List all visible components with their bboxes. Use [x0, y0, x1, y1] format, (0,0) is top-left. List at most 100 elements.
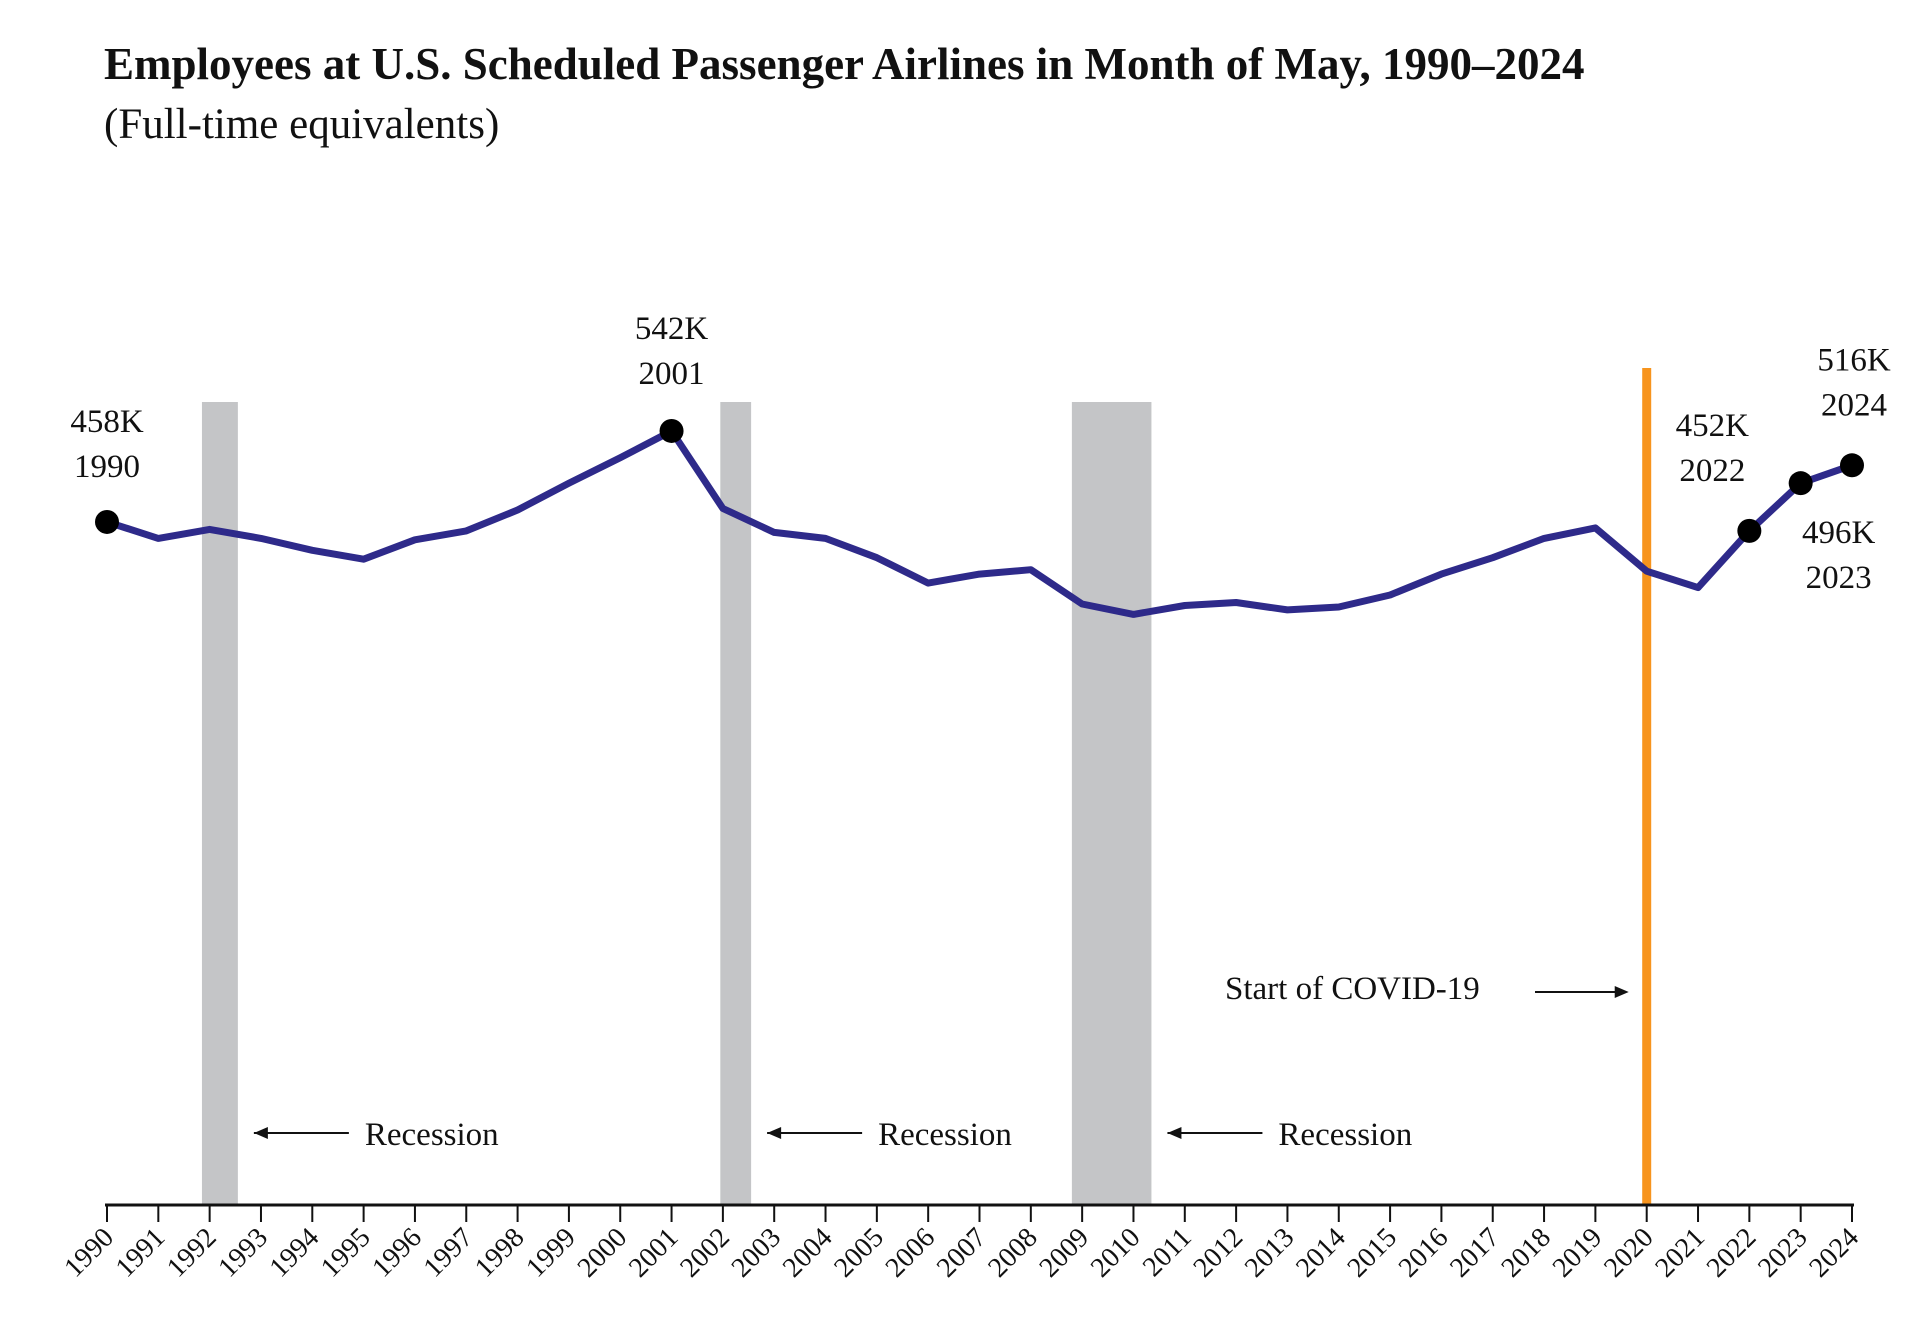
- data-point: [617, 454, 624, 461]
- x-tick-label: 2010: [1085, 1222, 1147, 1284]
- data-point: [411, 536, 418, 543]
- x-tick-label: 2022: [1701, 1222, 1763, 1284]
- data-point: [1438, 571, 1445, 578]
- data-point: [1335, 603, 1342, 610]
- point-value-label: 542K: [635, 311, 709, 347]
- data-point: [1592, 524, 1599, 531]
- recession-arrowhead: [253, 1127, 268, 1139]
- x-tick-label: 2001: [623, 1222, 685, 1284]
- data-point: [463, 527, 470, 534]
- x-tick-label: 2005: [828, 1222, 890, 1284]
- x-tick-label: 1998: [469, 1222, 531, 1284]
- data-point: [1027, 566, 1034, 573]
- highlight-point: [1840, 453, 1864, 478]
- x-tick-label: 2024: [1803, 1222, 1865, 1284]
- data-point: [1284, 606, 1291, 613]
- covid-label: Start of COVID-19: [1225, 971, 1480, 1007]
- highlight-point: [659, 418, 684, 443]
- x-tick-label: 2017: [1444, 1222, 1506, 1284]
- x-tick-label: 2020: [1598, 1222, 1660, 1284]
- data-point: [1387, 592, 1394, 599]
- data-point: [1541, 535, 1548, 542]
- x-tick-label: 1996: [366, 1222, 428, 1284]
- point-year-label: 2022: [1679, 453, 1745, 489]
- point-year-label: 2024: [1821, 387, 1887, 423]
- point-year-label: 2023: [1806, 560, 1872, 596]
- annotations: Recession Recession Recession Start of COVI…: [70, 311, 1891, 1153]
- chart-subtitle: (Full-time equivalents): [104, 101, 500, 148]
- data-point: [565, 480, 572, 487]
- x-tick-label: 2014: [1290, 1222, 1352, 1284]
- point-value-label: 452K: [1676, 408, 1750, 444]
- recession-bands: [201, 402, 1152, 1205]
- point-year-label: 2001: [639, 356, 705, 392]
- data-point: [873, 554, 880, 561]
- recession-band: [1071, 402, 1152, 1205]
- data-point: [1695, 584, 1702, 591]
- data-point: [514, 507, 521, 514]
- data-point: [360, 556, 367, 563]
- x-tick-label: 2004: [777, 1222, 839, 1284]
- x-tick-label: 2007: [931, 1222, 993, 1284]
- x-tick-label: 1999: [520, 1222, 582, 1284]
- highlight-point: [95, 509, 119, 534]
- point-value-label: 516K: [1817, 342, 1891, 378]
- highlight-point: [1788, 471, 1813, 496]
- x-tick-label: 2016: [1393, 1222, 1455, 1284]
- data-point: [1079, 600, 1086, 607]
- x-tick-label: 2000: [572, 1222, 634, 1284]
- x-tick-label: 2021: [1649, 1222, 1711, 1284]
- x-tick-label: 2006: [880, 1222, 942, 1284]
- covid-arrowhead: [1614, 986, 1629, 998]
- x-tick-label: 2008: [982, 1222, 1044, 1284]
- point-value-label: 496K: [1802, 515, 1876, 551]
- highlight-point: [1737, 518, 1762, 543]
- highlight-points: [95, 418, 1864, 543]
- data-point: [1489, 554, 1496, 561]
- data-point: [206, 526, 213, 533]
- x-axis: 1990199119921993199419951996199719981999…: [58, 1203, 1865, 1284]
- recession-arrowhead: [1167, 1127, 1182, 1139]
- x-tick-label: 2023: [1752, 1222, 1814, 1284]
- x-tick-label: 1992: [161, 1222, 223, 1284]
- x-tick-label: 1990: [58, 1222, 120, 1284]
- data-point: [155, 535, 162, 542]
- x-tick-label: 2019: [1547, 1222, 1609, 1284]
- recession-arrowhead: [767, 1127, 782, 1139]
- data-point: [719, 505, 726, 512]
- x-tick-label: 2015: [1342, 1222, 1404, 1284]
- x-tick-label: 2018: [1495, 1222, 1557, 1284]
- x-tick-label: 2013: [1239, 1222, 1301, 1284]
- x-tick-label: 1993: [212, 1222, 274, 1284]
- point-value-label: 458K: [70, 404, 144, 440]
- recession-label: Recession: [1278, 1117, 1412, 1153]
- data-point: [309, 547, 316, 554]
- recession-band: [720, 402, 752, 1205]
- data-point: [822, 535, 829, 542]
- data-point: [1643, 568, 1650, 575]
- data-point: [1181, 602, 1188, 609]
- x-tick-label: 2003: [726, 1222, 788, 1284]
- recession-band: [201, 402, 238, 1205]
- point-year-label: 1990: [74, 449, 140, 485]
- x-tick-label: 1995: [315, 1222, 377, 1284]
- x-tick-label: 2009: [1034, 1222, 1096, 1284]
- x-tick-label: 2011: [1137, 1222, 1198, 1283]
- chart-title: Employees at U.S. Scheduled Passenger Ai…: [104, 39, 1585, 89]
- data-point: [771, 529, 778, 536]
- data-point: [1130, 611, 1137, 618]
- series-line: [103, 427, 1856, 618]
- x-tick-label: 1991: [110, 1222, 172, 1284]
- x-tick-label: 2002: [674, 1222, 736, 1284]
- data-point: [1233, 599, 1240, 606]
- x-tick-label: 1994: [264, 1222, 326, 1284]
- x-tick-label: 2012: [1188, 1222, 1250, 1284]
- data-point: [925, 580, 932, 587]
- recession-label: Recession: [365, 1117, 499, 1153]
- data-point: [976, 571, 983, 578]
- series-line-path: [103, 427, 1856, 618]
- x-tick-label: 1997: [418, 1222, 480, 1284]
- data-point: [257, 535, 264, 542]
- recession-label: Recession: [878, 1117, 1012, 1153]
